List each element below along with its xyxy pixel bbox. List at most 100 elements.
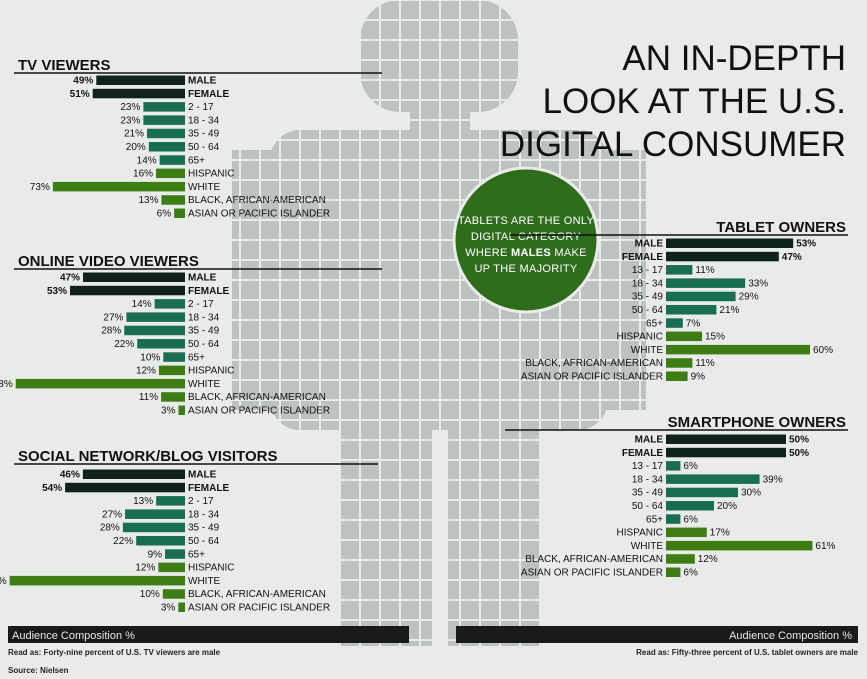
category-label: FEMALE	[188, 89, 229, 100]
chart-smartphone-owners: SMARTPHONE OWNERS MALE 50% FEMALE 50% 13 - 17…	[505, 414, 848, 579]
callout-line-2: DIGITAL CATEGORY	[471, 231, 581, 243]
category-label: MALE	[188, 470, 217, 481]
value-label: 39%	[763, 474, 783, 485]
callout-line-3-post: MAKE	[551, 247, 587, 259]
value-label: 7%	[686, 318, 701, 329]
category-label: 65+	[188, 352, 205, 363]
callout-line-3-bold: MALES	[511, 247, 551, 259]
category-label: HISPANIC	[188, 366, 235, 377]
title-line-3: DIGITAL CONSUMER	[500, 125, 846, 164]
category-label: BLACK, AFRICAN-AMERICAN	[525, 554, 663, 565]
value-label: 60%	[813, 345, 833, 356]
bar-male	[83, 272, 185, 282]
value-label: 33%	[748, 278, 768, 289]
value-label: 50%	[789, 448, 809, 459]
bar-black-african-american	[162, 589, 185, 599]
value-label: 50%	[789, 435, 809, 446]
value-label: 47%	[60, 273, 80, 284]
footer-label-left: Audience Composition %	[12, 630, 135, 642]
value-label: 10%	[140, 589, 160, 600]
value-label: 9%	[691, 372, 706, 383]
bar-white	[9, 575, 186, 586]
category-label: MALE	[635, 435, 664, 446]
category-label: 50 - 64	[632, 305, 664, 316]
bar-35-49	[124, 325, 185, 336]
bar-18-34	[126, 312, 185, 322]
value-label: 21%	[124, 129, 144, 140]
bar-2-17	[143, 102, 185, 112]
value-label: 23%	[120, 102, 140, 113]
value-label: 22%	[113, 536, 133, 547]
value-label: 13%	[138, 195, 158, 206]
category-label: FEMALE	[622, 252, 663, 263]
main-title: AN IN-DEPTH LOOK AT THE U.S. DIGITAL CON…	[500, 39, 846, 164]
category-label: ASIAN OR PACIFIC ISLANDER	[521, 568, 663, 579]
category-label: 50 - 64	[188, 339, 220, 350]
bar-asian-or-pacific-islander	[174, 208, 185, 218]
category-label: MALE	[188, 76, 217, 87]
category-label: 2 - 17	[188, 496, 214, 507]
bar-50-64	[137, 339, 185, 349]
value-label: 28%	[100, 523, 120, 534]
category-label: 50 - 64	[188, 142, 220, 153]
value-label: 6%	[683, 514, 698, 525]
chart-title: SOCIAL NETWORK/BLOG VISITORS	[18, 448, 277, 465]
category-label: 35 - 49	[188, 326, 220, 337]
bar-65	[163, 352, 185, 362]
category-label: HISPANIC	[188, 169, 235, 180]
value-label: 17%	[710, 528, 730, 539]
callout-line-3: WHERE MALES MAKE	[465, 247, 587, 259]
category-label: 65+	[188, 155, 205, 166]
chart-title: TV VIEWERS	[18, 57, 111, 74]
footer-bar-left	[8, 626, 409, 643]
footer: Audience Composition % Audience Composit…	[8, 626, 859, 675]
chart-title: SMARTPHONE OWNERS	[668, 414, 846, 431]
value-label: 11%	[139, 392, 158, 403]
value-label: 53%	[796, 239, 816, 250]
bar-white	[52, 181, 186, 192]
callout-line-3-pre: WHERE	[465, 247, 511, 259]
chart-title: ONLINE VIDEO VIEWERS	[18, 253, 199, 270]
value-label: 79%	[0, 576, 7, 587]
bar-female	[65, 482, 185, 493]
category-label: FEMALE	[622, 448, 663, 459]
bar-50-64	[666, 305, 717, 315]
footer-note-left: Read as: Forty-nine percent of U.S. TV v…	[8, 648, 221, 657]
bar-asian-or-pacific-islander	[666, 371, 688, 381]
value-label: 27%	[103, 312, 123, 323]
category-label: FEMALE	[188, 286, 229, 297]
chart-tablet-owners: TABLET OWNERS MALE 53% FEMALE 47% 13 - 17 11% 1…	[510, 219, 848, 383]
category-label: 35 - 49	[632, 488, 664, 499]
bar-18-34	[666, 474, 760, 484]
value-label: 30%	[741, 488, 761, 499]
bar-hispanic	[156, 168, 185, 179]
chart-online-video-viewers: ONLINE VIDEO VIEWERS MALE 47% FEMALE 53% 2 - …	[0, 253, 382, 417]
value-label: 12%	[136, 366, 156, 377]
bar-18-34	[143, 115, 185, 125]
bar-asian-or-pacific-islander	[178, 405, 185, 415]
bar-asian-or-pacific-islander	[666, 567, 681, 577]
category-label: 50 - 64	[632, 501, 664, 512]
category-label: 18 - 34	[188, 115, 220, 126]
bar-female	[666, 251, 779, 262]
bar-65	[165, 549, 185, 559]
bar-hispanic	[666, 527, 707, 538]
category-label: HISPANIC	[617, 332, 664, 343]
value-label: 12%	[698, 554, 718, 565]
category-label: MALE	[635, 239, 664, 250]
bar-50-64	[148, 142, 185, 152]
bar-black-african-american	[161, 195, 185, 205]
value-label: 6%	[157, 209, 172, 220]
callout-line-4: UP THE MAJORITY	[474, 263, 577, 275]
value-label: 11%	[695, 265, 714, 276]
category-label: WHITE	[631, 541, 664, 552]
value-label: 53%	[47, 286, 67, 297]
category-label: BLACK, AFRICAN-AMERICAN	[188, 392, 326, 403]
bar-male	[82, 469, 185, 479]
value-label: 6%	[683, 568, 698, 579]
value-label: 12%	[135, 563, 155, 574]
value-label: 20%	[717, 501, 737, 512]
bar-black-african-american	[666, 358, 693, 368]
category-label: 18 - 34	[188, 312, 220, 323]
bar-35-49	[666, 291, 736, 302]
